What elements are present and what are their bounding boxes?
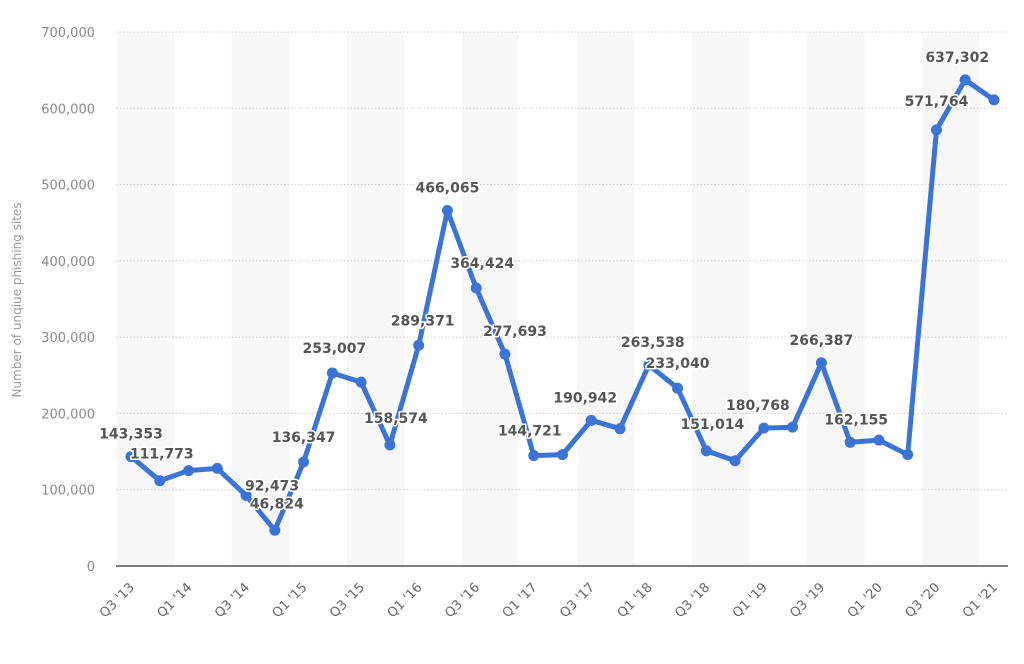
data-point[interactable] (787, 421, 799, 433)
data-label: 190,942 (553, 390, 617, 406)
y-tick-label: 700,000 (41, 26, 95, 41)
data-point[interactable] (125, 451, 137, 463)
background-band (116, 32, 175, 566)
x-tick-label: Q3 '15 (327, 580, 368, 621)
x-tick-label: Q1 '14 (155, 580, 196, 621)
data-point[interactable] (758, 422, 770, 434)
y-tick-label: 100,000 (41, 484, 95, 499)
data-point[interactable] (902, 449, 914, 461)
data-point[interactable] (988, 94, 1000, 106)
data-point[interactable] (873, 434, 885, 446)
data-point[interactable] (240, 489, 252, 501)
x-tick-label: Q1 '17 (500, 580, 541, 621)
data-label: 143,353 (99, 427, 163, 443)
data-label: 92,473 (245, 478, 299, 494)
data-label: 364,424 (450, 256, 514, 272)
x-tick-label: Q3 '18 (672, 580, 713, 621)
background-band (691, 32, 750, 566)
data-label: 180,768 (726, 398, 790, 414)
data-point[interactable] (413, 339, 425, 351)
data-point[interactable] (183, 465, 195, 477)
data-point[interactable] (930, 124, 942, 136)
data-label: 111,773 (130, 447, 194, 463)
x-tick-label: Q3 '16 (442, 580, 483, 621)
data-point[interactable] (959, 74, 971, 86)
background-band (461, 32, 520, 566)
y-tick-label: 400,000 (41, 255, 95, 270)
data-label: 46,824 (250, 496, 304, 512)
data-point[interactable] (499, 348, 511, 360)
data-label: 158,574 (364, 411, 428, 427)
x-tick-label: Q3 '20 (902, 580, 943, 621)
y-tick-label: 500,000 (41, 179, 95, 194)
y-tick-label: 300,000 (41, 331, 95, 346)
data-label: 277,693 (483, 324, 547, 340)
y-tick-label: 0 (87, 560, 95, 575)
data-point[interactable] (384, 439, 396, 451)
data-point[interactable] (154, 475, 166, 487)
data-point[interactable] (355, 376, 367, 388)
data-label: 263,538 (621, 335, 685, 351)
x-tick-label: Q1 '20 (845, 580, 886, 621)
background-band (576, 32, 635, 566)
data-point[interactable] (269, 524, 281, 536)
data-point[interactable] (700, 445, 712, 457)
data-label: 571,764 (905, 94, 969, 110)
x-axis-ticks: Q3 '13 Q1 '14 Q3 '14 Q1 '15 Q3 '15 Q1 '16 Q3 '… (97, 580, 1001, 621)
x-tick-label: Q3 '13 (97, 580, 138, 621)
x-tick-label: Q1 '18 (615, 580, 656, 621)
data-point[interactable] (672, 382, 684, 394)
x-tick-label: Q3 '14 (212, 580, 253, 621)
gridlines (116, 31, 1008, 491)
data-point[interactable] (441, 204, 453, 216)
data-label: 233,040 (646, 356, 710, 372)
background-band (807, 32, 865, 566)
x-tick-label: Q1 '21 (960, 580, 1001, 621)
y-axis-title: Number of unqiue phishing sites (10, 202, 24, 397)
data-points (125, 74, 1000, 536)
data-label: 266,387 (790, 333, 854, 349)
background-band (922, 32, 980, 566)
data-label: 144,721 (498, 424, 562, 440)
data-point[interactable] (729, 455, 741, 467)
data-label: 162,155 (824, 412, 888, 428)
data-point[interactable] (528, 450, 540, 462)
data-point[interactable] (614, 423, 626, 435)
y-axis-ticks: 0 100,000 200,000 300,000 400,000 500,000 600,… (41, 26, 95, 575)
data-point[interactable] (470, 282, 482, 294)
x-tick-label: Q1 '19 (730, 580, 771, 621)
data-point[interactable] (298, 456, 310, 468)
background-band (231, 32, 290, 566)
data-label: 466,065 (416, 180, 480, 196)
data-point[interactable] (211, 462, 223, 474)
x-tick-label: Q3 '19 (787, 580, 828, 621)
data-label: 151,014 (680, 417, 744, 433)
data-label: 253,007 (302, 341, 366, 357)
x-tick-label: Q1 '15 (270, 580, 311, 621)
x-tick-label: Q3 '17 (557, 580, 598, 621)
y-tick-label: 600,000 (41, 102, 95, 117)
data-label: 289,371 (391, 313, 455, 329)
data-point[interactable] (326, 367, 338, 379)
data-labels: 143,353 111,773 92,473 46,824 136,347 253,007… (98, 48, 991, 513)
background-bands (116, 32, 980, 566)
data-label: 136,347 (272, 430, 336, 446)
background-band (346, 32, 405, 566)
data-point[interactable] (557, 449, 568, 461)
data-point[interactable] (585, 414, 597, 426)
data-point[interactable] (844, 436, 856, 448)
x-tick-label: Q1 '16 (385, 580, 426, 621)
data-label: 637,302 (925, 50, 989, 66)
y-tick-label: 200,000 (41, 407, 95, 422)
data-point[interactable] (643, 359, 655, 371)
data-point[interactable] (815, 357, 827, 369)
